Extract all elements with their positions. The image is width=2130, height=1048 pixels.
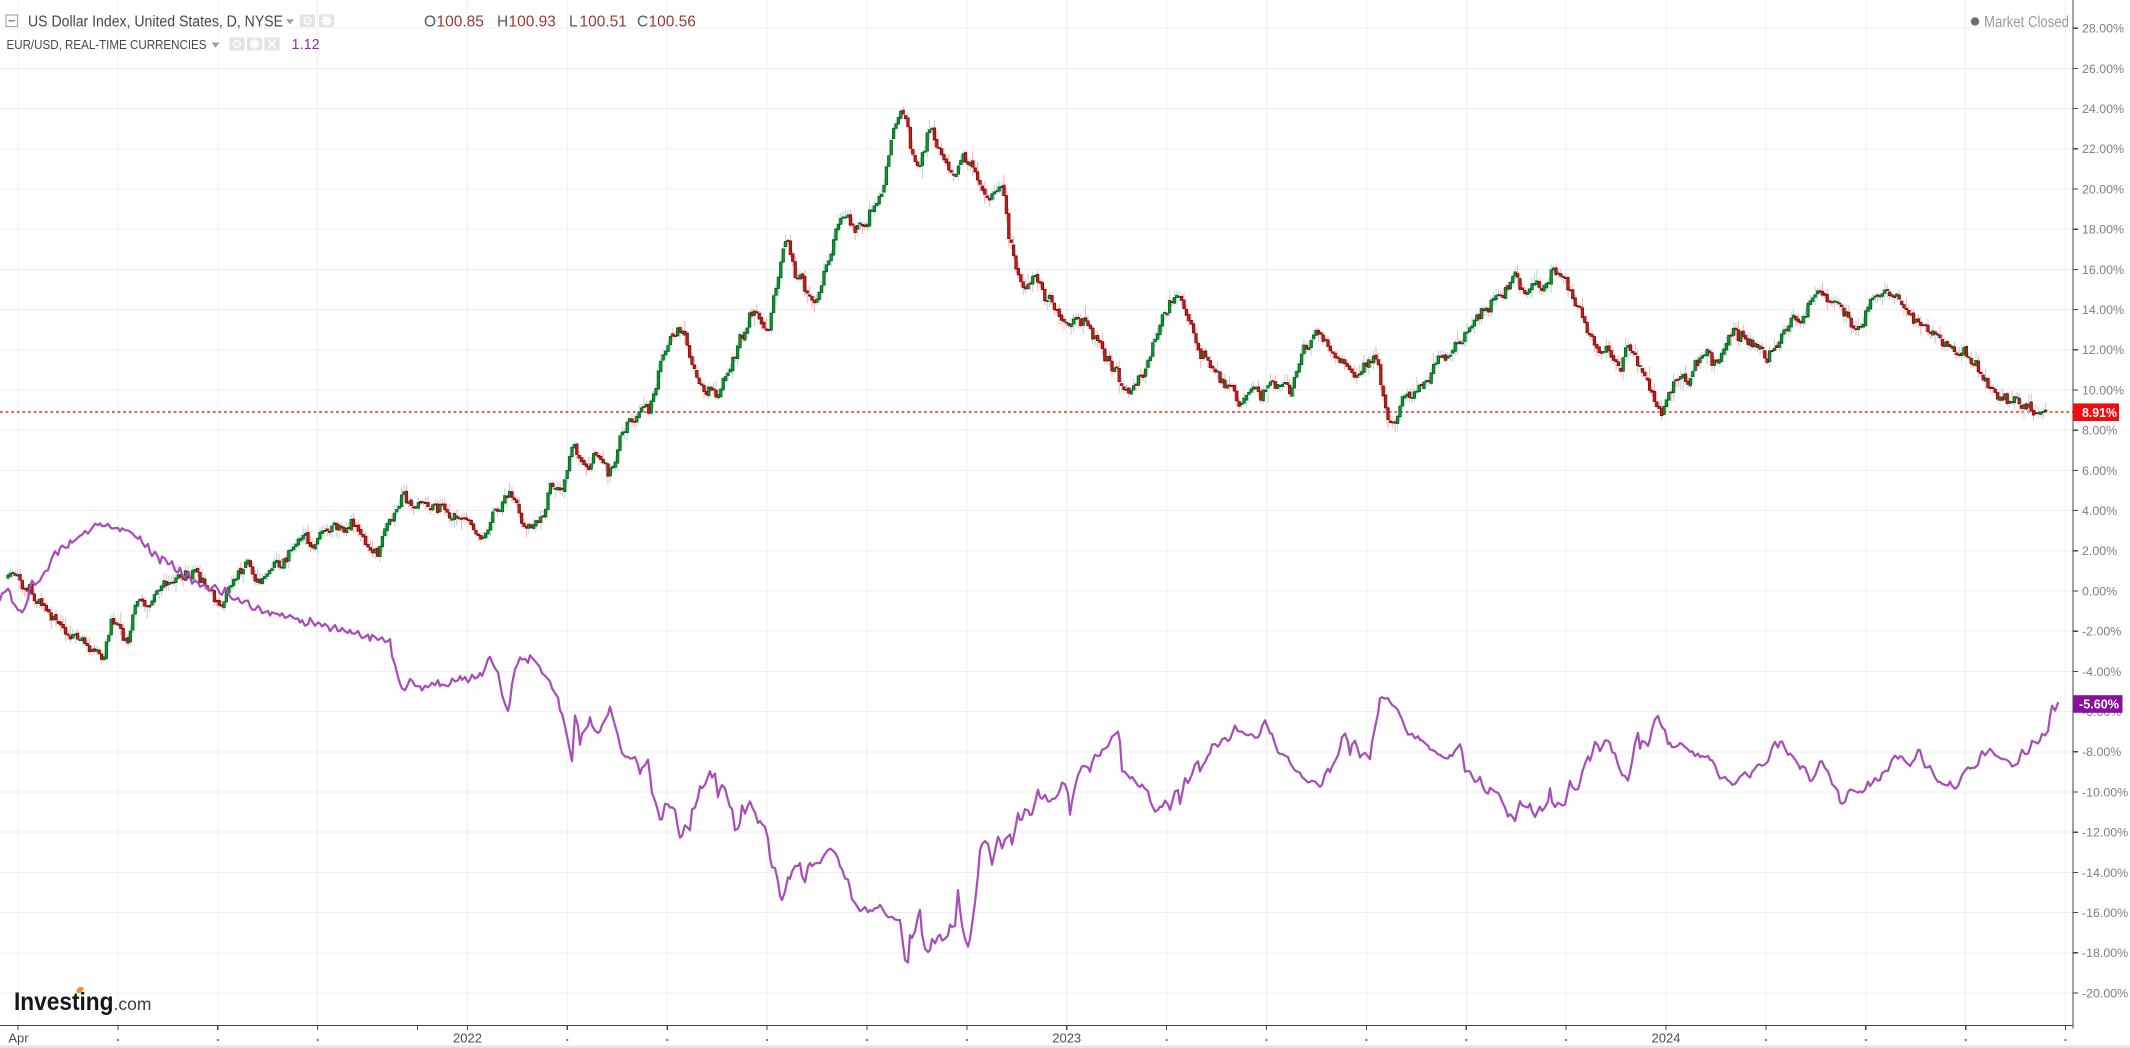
- svg-text:8.91%: 8.91%: [2082, 405, 2117, 420]
- svg-text:C: C: [637, 14, 648, 31]
- svg-text:-18.00%: -18.00%: [2082, 946, 2128, 960]
- svg-text:14.00%: 14.00%: [2082, 303, 2124, 317]
- svg-text:100.51: 100.51: [580, 14, 627, 31]
- svg-text:Market Closed: Market Closed: [1984, 14, 2069, 31]
- svg-text:EUR/USD, REAL-TIME CURRENCIES: EUR/USD, REAL-TIME CURRENCIES: [7, 37, 207, 52]
- svg-text:12.00%: 12.00%: [2082, 343, 2124, 357]
- svg-text:100.93: 100.93: [509, 14, 556, 31]
- svg-text:8.00%: 8.00%: [2082, 424, 2117, 438]
- svg-text:2024: 2024: [1652, 1030, 1681, 1045]
- svg-text:H: H: [497, 14, 508, 31]
- svg-text:6.00%: 6.00%: [2082, 464, 2117, 478]
- svg-text:4.00%: 4.00%: [2082, 504, 2117, 518]
- svg-text:22.00%: 22.00%: [2082, 142, 2124, 156]
- svg-text:-2.00%: -2.00%: [2082, 625, 2121, 639]
- svg-text:-14.00%: -14.00%: [2082, 866, 2128, 880]
- svg-text:-8.00%: -8.00%: [2082, 745, 2121, 759]
- svg-text:28.00%: 28.00%: [2082, 22, 2124, 36]
- svg-text:Investing: Investing: [14, 988, 114, 1016]
- svg-text:100.56: 100.56: [649, 14, 696, 31]
- svg-text:2022: 2022: [453, 1030, 482, 1045]
- svg-text:24.00%: 24.00%: [2082, 102, 2124, 116]
- svg-text:2.00%: 2.00%: [2082, 544, 2117, 558]
- svg-text:O: O: [424, 14, 436, 31]
- svg-text:.com: .com: [114, 994, 152, 1014]
- svg-text:-5.60%: -5.60%: [2079, 697, 2119, 712]
- svg-text:100.85: 100.85: [437, 14, 484, 31]
- svg-text:0.00%: 0.00%: [2082, 584, 2117, 598]
- svg-text:-10.00%: -10.00%: [2082, 785, 2128, 799]
- svg-text:26.00%: 26.00%: [2082, 62, 2124, 76]
- svg-text:-20.00%: -20.00%: [2082, 986, 2128, 1000]
- svg-text:10.00%: 10.00%: [2082, 383, 2124, 397]
- svg-text:16.00%: 16.00%: [2082, 263, 2124, 277]
- svg-text:Apr: Apr: [8, 1030, 29, 1045]
- svg-text:-16.00%: -16.00%: [2082, 906, 2128, 920]
- svg-text:-12.00%: -12.00%: [2082, 826, 2128, 840]
- svg-text:20.00%: 20.00%: [2082, 182, 2124, 196]
- svg-text:2023: 2023: [1052, 1030, 1081, 1045]
- svg-text:-4.00%: -4.00%: [2082, 665, 2121, 679]
- svg-text:L: L: [569, 14, 578, 31]
- svg-text:US Dollar Index, United States: US Dollar Index, United States, D, NYSE: [28, 14, 283, 31]
- svg-text:1.12: 1.12: [292, 37, 320, 53]
- svg-text:18.00%: 18.00%: [2082, 223, 2124, 237]
